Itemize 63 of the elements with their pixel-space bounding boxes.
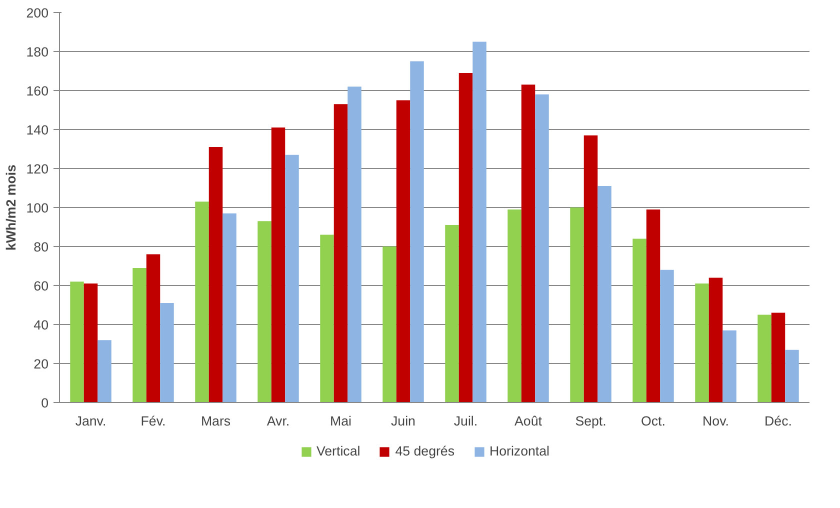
bar <box>258 221 272 402</box>
x-tick-label: Juin <box>391 414 416 428</box>
bar <box>160 303 174 402</box>
x-tick-label: Janv. <box>75 414 106 428</box>
x-tick-label: Avr. <box>266 414 290 428</box>
x-tick-label: Mai <box>330 414 352 428</box>
bar <box>445 225 459 402</box>
bar <box>632 238 646 402</box>
x-tick-label: Août <box>514 414 542 428</box>
legend-label: 45 degrés <box>395 444 454 458</box>
legend-label: Vertical <box>316 444 360 458</box>
bar <box>382 246 396 402</box>
bar <box>271 128 286 402</box>
bar <box>195 202 209 402</box>
bar <box>771 312 786 402</box>
bar <box>758 314 772 402</box>
y-tick-label: 20 <box>34 356 49 372</box>
bar <box>598 186 612 402</box>
bar <box>98 340 112 402</box>
x-tick-label: Mars <box>200 414 231 428</box>
x-tick-label: Juil. <box>454 414 478 428</box>
y-tick-label: 160 <box>26 84 49 98</box>
legend-label: Horizontal <box>489 444 550 458</box>
y-tick-label: 200 <box>26 6 49 20</box>
bar <box>646 209 660 402</box>
bar <box>84 284 98 402</box>
x-tick-label: Fév. <box>140 414 166 428</box>
bar <box>320 234 334 402</box>
bar <box>458 72 473 402</box>
x-tick-label: Déc. <box>764 414 792 428</box>
x-tick-label: Oct. <box>641 414 666 428</box>
bar <box>584 135 598 402</box>
bar <box>70 282 84 402</box>
bar <box>695 284 709 402</box>
bar <box>334 104 348 402</box>
bar <box>660 270 674 402</box>
y-tick-label: 100 <box>26 200 49 216</box>
bar <box>722 330 736 402</box>
y-tick-label: 40 <box>34 318 49 332</box>
y-tick-label: 140 <box>26 122 49 138</box>
y-tick-label: 180 <box>26 44 49 60</box>
y-tick-label: 80 <box>34 240 49 254</box>
x-tick-label: Sept. <box>575 414 606 428</box>
bar <box>472 42 486 402</box>
x-tick-label: Nov. <box>702 414 729 428</box>
bar <box>570 208 584 402</box>
bar <box>410 61 424 402</box>
bar <box>132 268 146 402</box>
bar <box>348 86 362 402</box>
y-tick-label: 0 <box>41 396 49 410</box>
bar <box>708 278 723 402</box>
bar <box>535 94 549 402</box>
y-axis-title: kWh/m2 mois <box>3 164 18 250</box>
bar <box>508 209 522 402</box>
bar <box>146 254 160 402</box>
y-tick-label: 60 <box>34 278 49 294</box>
bar <box>785 350 799 402</box>
bar <box>208 147 223 402</box>
bar <box>521 84 536 402</box>
bar <box>396 100 410 402</box>
bar <box>285 154 299 402</box>
bar <box>222 213 236 402</box>
y-tick-label: 120 <box>26 162 49 176</box>
